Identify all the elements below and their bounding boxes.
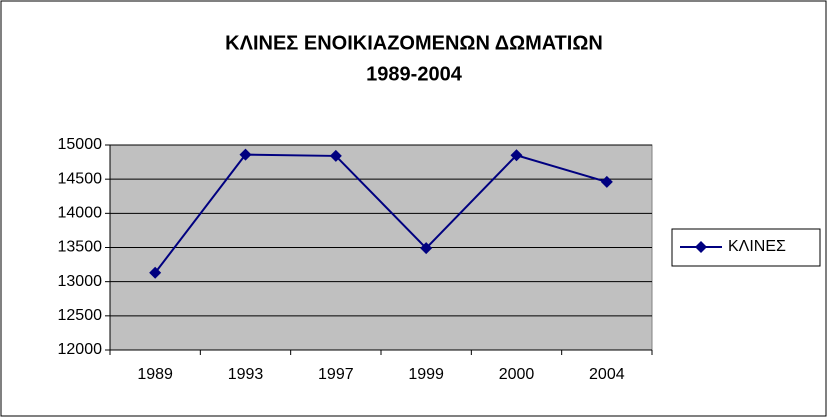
- x-tick-label: 1997: [318, 366, 354, 383]
- series-line: [154, 153, 608, 274]
- y-tick-label: 12000: [58, 341, 103, 358]
- point-marker: [600, 175, 613, 188]
- legend-marker: [695, 241, 707, 253]
- y-tick-label: 14500: [58, 170, 103, 187]
- point-marker: [510, 149, 523, 162]
- x-tick-label: 2000: [499, 366, 535, 383]
- point-marker: [239, 148, 252, 161]
- point-marker: [420, 242, 433, 255]
- y-tick-label: 12500: [58, 307, 103, 324]
- x-tick-label: 1989: [137, 366, 173, 383]
- x-tick-label: 2004: [589, 366, 625, 383]
- x-tick-label: 1993: [228, 366, 264, 383]
- point-marker: [149, 266, 162, 279]
- y-tick-label: 13000: [58, 273, 103, 290]
- point-marker: [329, 149, 342, 162]
- x-tick-label: 1999: [408, 366, 444, 383]
- chart-title: 1989-2004: [366, 63, 463, 85]
- y-tick-label: 14000: [58, 205, 103, 222]
- y-tick-label: 13500: [58, 239, 103, 256]
- legend-label: ΚΛΙΝΕΣ: [728, 238, 786, 255]
- y-tick-label: 15000: [58, 136, 103, 153]
- chart-title: ΚΛΙΝΕΣ ΕΝΟΙΚΙΑΖΟΜΕΝΩΝ ΔΩΜΑΤΙΩΝ: [225, 32, 603, 54]
